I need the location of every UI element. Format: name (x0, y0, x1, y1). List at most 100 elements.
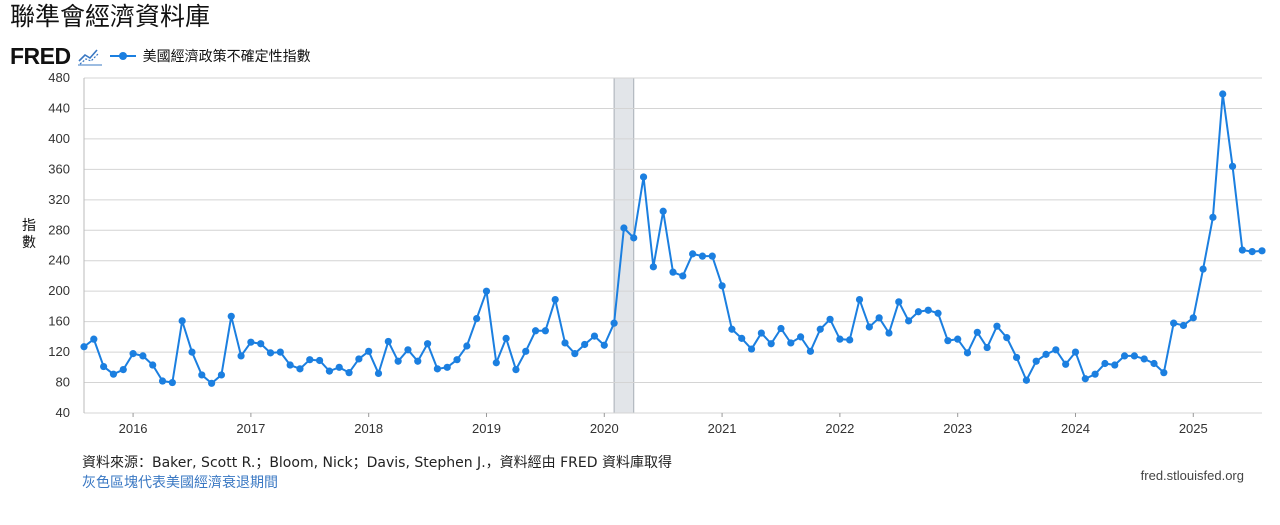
data-point (286, 361, 294, 369)
data-point (826, 315, 834, 323)
y-tick-label: 240 (48, 253, 70, 268)
data-point (198, 371, 206, 379)
data-point (610, 319, 618, 327)
data-point (738, 334, 746, 342)
y-tick-label: 280 (48, 222, 70, 237)
data-point (1062, 360, 1070, 368)
data-point (944, 337, 952, 345)
data-point (1022, 376, 1030, 384)
x-tick-label: 2018 (354, 421, 383, 436)
data-point (345, 369, 353, 377)
data-point (1170, 319, 1178, 327)
page-title: 聯準會經濟資料庫 (10, 2, 211, 31)
data-point (80, 343, 88, 351)
data-point (777, 324, 785, 333)
data-point (316, 356, 324, 365)
data-point (188, 348, 196, 356)
data-point (531, 327, 540, 335)
data-point (600, 341, 608, 349)
data-point (679, 272, 687, 280)
data-point (905, 317, 913, 325)
data-point (659, 207, 667, 215)
data-point (139, 352, 147, 360)
site-url[interactable]: fred.stlouisfed.org (1140, 468, 1244, 483)
data-point (914, 308, 923, 316)
data-point (541, 327, 549, 335)
data-point (335, 363, 343, 371)
y-tick-label: 360 (48, 161, 70, 176)
legend-series-label[interactable]: 美國經濟政策不確定性指數 (142, 49, 311, 65)
data-point (1238, 246, 1246, 254)
data-point (1160, 369, 1168, 377)
data-point (433, 365, 441, 373)
data-point (1219, 90, 1227, 98)
data-point (492, 359, 500, 367)
fred-logo[interactable]: FRED (10, 42, 71, 69)
y-tick-label: 40 (56, 405, 70, 420)
data-point (306, 356, 314, 364)
data-point (1258, 247, 1266, 255)
data-point (208, 379, 216, 387)
data-point (787, 339, 795, 347)
data-point (1248, 247, 1256, 256)
data-point (178, 317, 186, 325)
data-point (836, 335, 844, 343)
data-point (247, 338, 255, 346)
data-point (708, 252, 716, 260)
data-point (1032, 357, 1040, 365)
data-point (649, 263, 657, 271)
data-point (885, 329, 893, 337)
series-line (83, 92, 1263, 385)
data-point (1081, 375, 1089, 383)
data-point (443, 363, 451, 371)
data-point (1150, 359, 1158, 368)
x-tick-label: 2022 (825, 421, 854, 436)
data-point (797, 333, 805, 341)
y-tick-label: 160 (48, 314, 70, 329)
data-point (90, 335, 98, 343)
data-point (934, 309, 942, 317)
x-tick-label: 2016 (119, 421, 148, 436)
y-tick-label: 440 (48, 100, 70, 115)
data-point (806, 347, 815, 355)
data-point (168, 378, 176, 387)
data-point (639, 173, 648, 181)
data-point (1130, 352, 1138, 360)
data-point (414, 357, 422, 365)
data-point (767, 340, 775, 348)
data-point (963, 349, 972, 357)
data-point (1052, 346, 1060, 354)
data-point (728, 325, 736, 333)
y-tick-label: 80 (56, 375, 70, 390)
data-point (365, 347, 373, 355)
data-point (149, 361, 157, 369)
recession-note-link[interactable]: 灰色區塊代表美國經濟衰退期間 (82, 475, 278, 491)
data-point (1071, 348, 1080, 356)
data-point (1120, 352, 1129, 360)
data-point (276, 348, 284, 356)
data-point (1012, 353, 1021, 362)
data-point (296, 365, 304, 373)
recession-band (613, 77, 635, 414)
data-point (257, 340, 265, 348)
y-tick-label: 320 (48, 192, 70, 207)
data-point (502, 334, 510, 342)
data-point (816, 325, 824, 333)
data-point (355, 355, 363, 363)
data-point (571, 350, 579, 358)
data-point (846, 336, 854, 344)
x-tick-label: 2021 (708, 421, 737, 436)
x-tick-label: 2020 (590, 421, 619, 436)
data-point (669, 268, 677, 276)
data-point (983, 343, 991, 352)
x-tick-label: 2025 (1179, 421, 1208, 436)
data-point (551, 295, 559, 304)
y-tick-label: 400 (48, 131, 70, 146)
data-point (237, 352, 245, 360)
data-point (630, 234, 638, 242)
brand-legend-row: FRED 美國經濟政策不確定性指數 (10, 42, 311, 70)
data-point (423, 340, 432, 348)
data-point (924, 306, 932, 314)
data-point (973, 328, 981, 336)
data-point (109, 370, 118, 378)
